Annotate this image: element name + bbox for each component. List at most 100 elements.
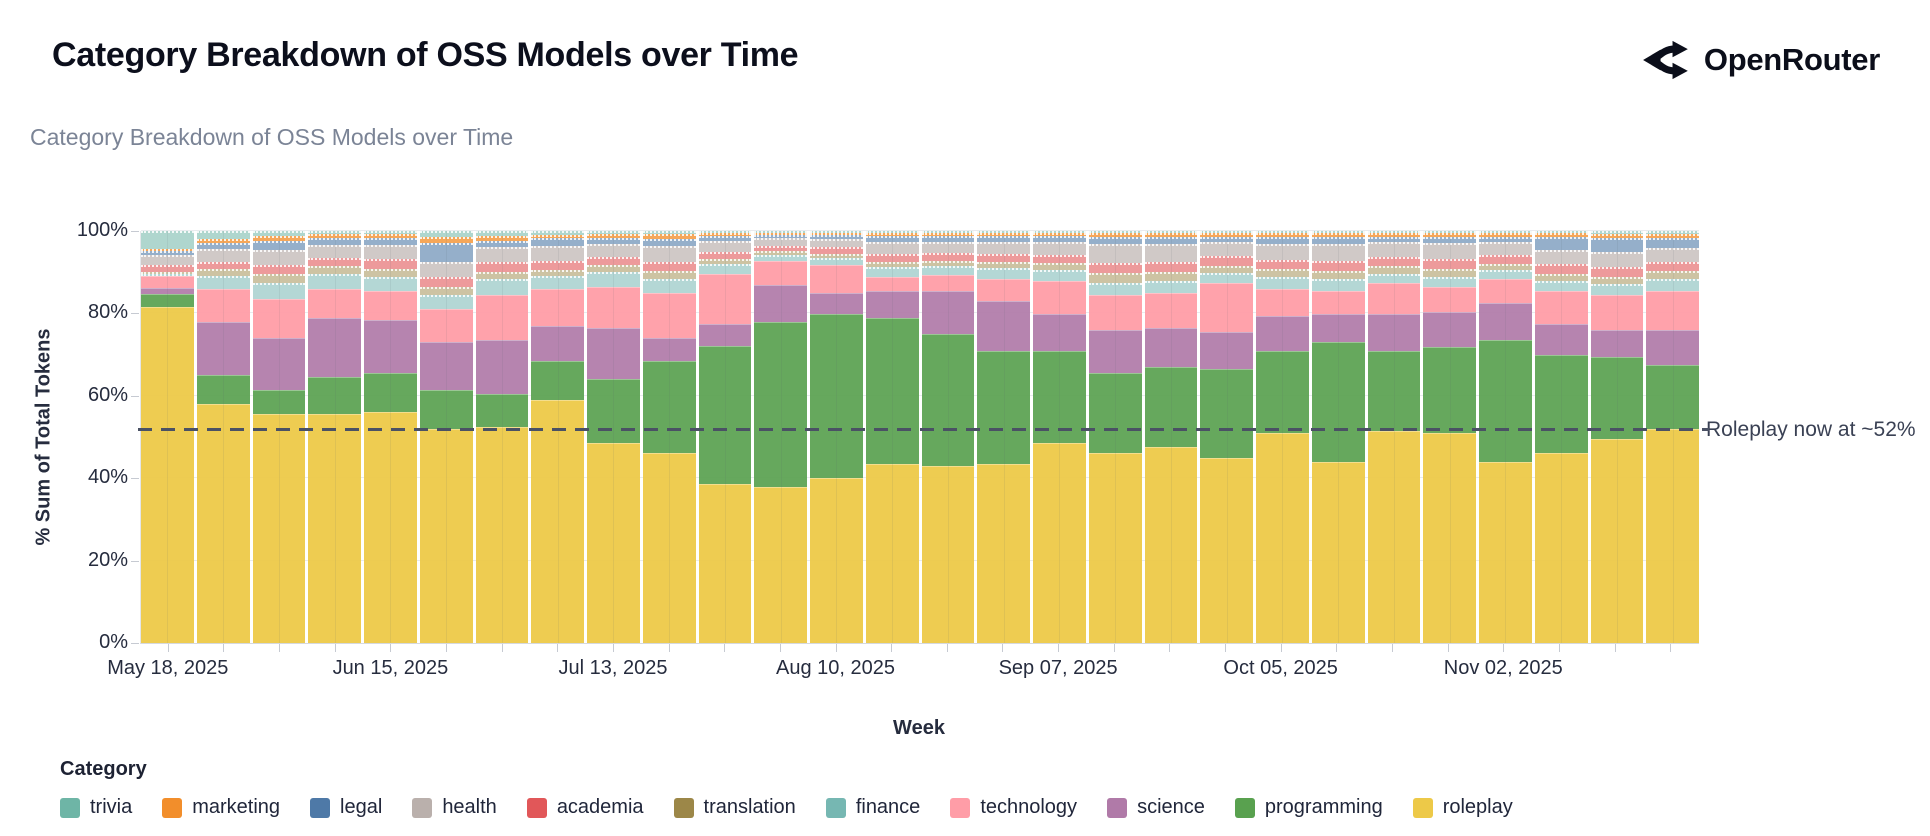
bar-segment-technology[interactable] <box>1367 282 1421 314</box>
bar-segment-finance[interactable] <box>810 258 863 265</box>
bar-segment-finance[interactable] <box>754 254 807 261</box>
bar-segment-finance[interactable] <box>642 278 696 293</box>
bar-week-sep-14-2025[interactable] <box>1088 231 1142 643</box>
bar-segment-legal[interactable] <box>252 240 306 251</box>
bar-segment-roleplay[interactable] <box>196 404 250 643</box>
bar-week-jun-15-2025[interactable] <box>364 231 417 643</box>
bar-segment-roleplay[interactable] <box>252 414 306 643</box>
bar-segment-legal[interactable] <box>1311 237 1365 245</box>
bar-segment-finance[interactable] <box>865 266 919 277</box>
bar-segment-academia[interactable] <box>364 259 417 269</box>
bar-segment-marketing[interactable] <box>531 234 584 239</box>
bar-segment-trivia[interactable] <box>1033 230 1086 233</box>
bar-week-sep-28-2025[interactable] <box>1200 230 1253 643</box>
bar-segment-health[interactable] <box>475 247 529 262</box>
bar-segment-legal[interactable] <box>419 242 473 262</box>
bar-segment-science[interactable] <box>1423 311 1476 347</box>
bar-segment-programming[interactable] <box>1311 342 1365 462</box>
bar-segment-technology[interactable] <box>865 276 919 291</box>
bar-segment-marketing[interactable] <box>1311 232 1365 238</box>
bar-segment-finance[interactable] <box>1590 284 1644 295</box>
bar-segment-legal[interactable] <box>977 236 1030 242</box>
bar-segment-technology[interactable] <box>531 288 584 326</box>
bar-week-aug-17-2025[interactable] <box>865 230 919 643</box>
bar-segment-marketing[interactable] <box>252 235 306 241</box>
bar-segment-health[interactable] <box>308 245 361 259</box>
bar-segment-science[interactable] <box>1590 329 1644 357</box>
bar-segment-programming[interactable] <box>865 317 919 464</box>
bar-segment-health[interactable] <box>196 249 250 262</box>
bar-segment-translation[interactable] <box>531 269 584 277</box>
bar-segment-translation[interactable] <box>252 274 306 283</box>
bar-segment-programming[interactable] <box>810 313 863 479</box>
bar-week-nov-23-2025[interactable] <box>1646 231 1699 643</box>
bar-segment-academia[interactable] <box>698 252 752 260</box>
bar-segment-technology[interactable] <box>1311 291 1365 314</box>
bar-segment-translation[interactable] <box>141 271 194 274</box>
bar-segment-translation[interactable] <box>1646 271 1699 280</box>
bar-segment-finance[interactable] <box>1088 282 1142 295</box>
bar-segment-programming[interactable] <box>1479 340 1532 462</box>
bar-segment-legal[interactable] <box>141 250 194 255</box>
bar-week-aug-10-2025[interactable] <box>810 231 863 643</box>
bar-segment-technology[interactable] <box>1144 292 1198 328</box>
bar-segment-programming[interactable] <box>1367 350 1421 431</box>
bar-segment-trivia[interactable] <box>810 231 863 233</box>
bar-segment-roleplay[interactable] <box>1423 433 1476 643</box>
bar-segment-health[interactable] <box>1590 252 1644 267</box>
bar-segment-translation[interactable] <box>1200 265 1253 273</box>
bar-segment-programming[interactable] <box>587 379 640 444</box>
legend-item-academia[interactable]: academia <box>526 796 644 819</box>
bar-segment-science[interactable] <box>1534 323 1588 355</box>
bar-segment-marketing[interactable] <box>1423 232 1476 238</box>
bar-segment-health[interactable] <box>698 241 752 253</box>
bar-segment-health[interactable] <box>1646 247 1699 262</box>
bar-segment-trivia[interactable] <box>1200 230 1253 233</box>
bar-segment-translation[interactable] <box>1367 266 1421 274</box>
bar-segment-translation[interactable] <box>1423 268 1476 277</box>
bar-segment-trivia[interactable] <box>1256 230 1309 233</box>
bar-segment-translation[interactable] <box>587 265 640 272</box>
bar-segment-academia[interactable] <box>1646 261 1699 271</box>
bar-segment-finance[interactable] <box>1423 277 1476 287</box>
legend-item-programming[interactable]: programming <box>1234 796 1383 819</box>
bar-segment-trivia[interactable] <box>1479 230 1532 233</box>
bar-segment-finance[interactable] <box>977 267 1030 279</box>
bar-segment-trivia[interactable] <box>531 231 584 235</box>
bar-week-jun-01-2025[interactable] <box>252 231 306 643</box>
bar-segment-academia[interactable] <box>196 261 250 269</box>
legend-item-roleplay[interactable]: roleplay <box>1412 796 1513 819</box>
bar-segment-health[interactable] <box>754 238 807 246</box>
bar-week-may-18-2025[interactable] <box>141 231 194 643</box>
bar-segment-academia[interactable] <box>531 260 584 270</box>
legend-item-legal[interactable]: legal <box>310 796 382 819</box>
bar-segment-science[interactable] <box>308 317 361 378</box>
bar-segment-science[interactable] <box>196 321 250 376</box>
bar-segment-academia[interactable] <box>1200 256 1253 266</box>
bar-segment-marketing[interactable] <box>754 232 807 236</box>
bar-segment-science[interactable] <box>1256 315 1309 351</box>
bar-segment-marketing[interactable] <box>1367 232 1421 237</box>
bar-segment-health[interactable] <box>1423 243 1476 259</box>
bar-segment-translation[interactable] <box>810 253 863 259</box>
bar-segment-legal[interactable] <box>587 238 640 244</box>
bar-segment-health[interactable] <box>1144 244 1198 263</box>
bar-segment-academia[interactable] <box>754 245 807 252</box>
bar-segment-health[interactable] <box>1088 243 1142 263</box>
bar-segment-technology[interactable] <box>977 278 1030 302</box>
bar-segment-legal[interactable] <box>1590 238 1644 253</box>
bar-segment-roleplay[interactable] <box>754 486 807 643</box>
bar-segment-marketing[interactable] <box>642 234 696 239</box>
bar-segment-finance[interactable] <box>531 276 584 289</box>
bar-segment-programming[interactable] <box>1646 364 1699 429</box>
bar-segment-science[interactable] <box>1646 329 1699 365</box>
bar-segment-roleplay[interactable] <box>698 484 752 643</box>
bar-segment-academia[interactable] <box>921 253 975 261</box>
bar-segment-science[interactable] <box>865 291 919 318</box>
bar-segment-finance[interactable] <box>921 265 975 275</box>
bar-segment-academia[interactable] <box>1590 266 1644 277</box>
bar-segment-academia[interactable] <box>308 258 361 267</box>
bar-segment-legal[interactable] <box>1479 236 1532 243</box>
bar-week-jul-20-2025[interactable] <box>642 231 696 643</box>
bar-segment-trivia[interactable] <box>1088 231 1142 234</box>
